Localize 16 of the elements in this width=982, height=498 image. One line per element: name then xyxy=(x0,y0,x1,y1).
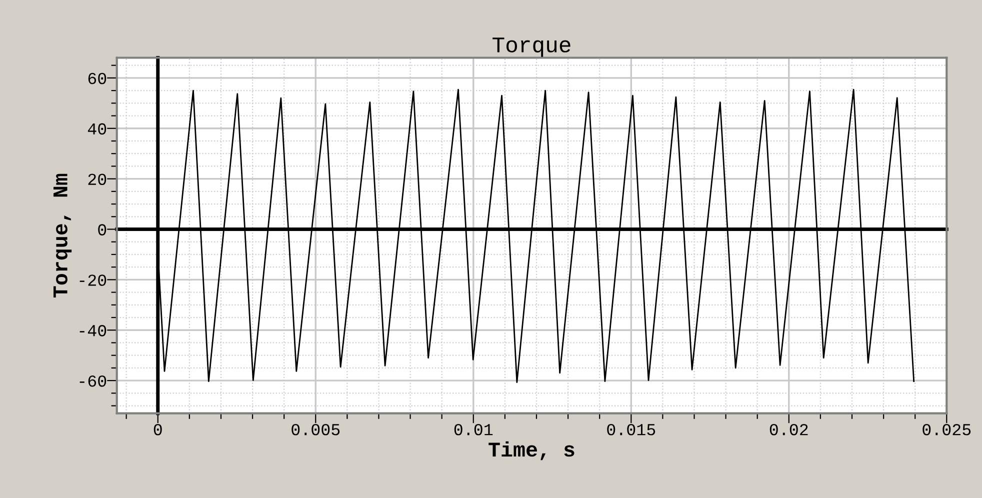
y-tick-label: -40 xyxy=(80,325,106,336)
x-tick-label: 0.005 xyxy=(292,424,340,436)
x-tick-label: 0.025 xyxy=(922,424,971,436)
y-tick-label: 0 xyxy=(98,224,106,236)
y-axis-title: Torque, Nm xyxy=(54,174,72,298)
y-tick-label: 20 xyxy=(88,174,106,186)
x-axis-title: Time, s xyxy=(488,441,574,460)
x-tick-label: 0 xyxy=(154,424,162,436)
x-tick-label: 0.015 xyxy=(607,424,656,436)
x-tick-label: 0.02 xyxy=(770,424,808,436)
y-tick-label: 40 xyxy=(88,123,106,135)
y-tick-label: 60 xyxy=(88,72,106,84)
y-tick-label: -60 xyxy=(80,375,106,387)
y-tick-label: -20 xyxy=(80,274,106,286)
chart-title: Torque xyxy=(492,38,570,57)
x-tick-label: 0.01 xyxy=(454,424,493,436)
